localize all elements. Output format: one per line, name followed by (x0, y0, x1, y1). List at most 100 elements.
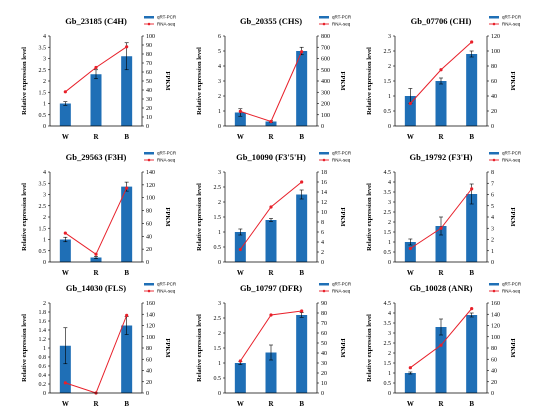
legend-swatch-marker (492, 22, 496, 26)
x-tick-label: W (62, 400, 69, 407)
y-tick-label: 2 (218, 331, 221, 337)
bar-B (296, 194, 308, 262)
y2-tick-label: 120 (146, 324, 155, 330)
y-axis-label: Relative expression level (196, 47, 203, 115)
y2-axis-label: FPKM (164, 207, 171, 226)
legend-label-line: RNA-seq (332, 289, 351, 294)
x-tick-label: W (407, 133, 414, 141)
bar-W (234, 363, 246, 393)
bar-R (435, 226, 447, 262)
legend-swatch-bar (144, 152, 154, 155)
y2-axis-label: FPKM (339, 71, 346, 90)
line-point-W (238, 247, 242, 252)
line-point-B (300, 309, 304, 313)
bar-R (435, 81, 447, 126)
y2-tick-label: 0 (321, 391, 324, 397)
y-tick-label: 1.5 (214, 215, 222, 221)
chart-title: Gb_23185 (C4H) (65, 16, 127, 26)
y2-tick-label: 40 (146, 88, 152, 94)
line-point-R (439, 68, 443, 72)
y-tick-label: 1.4 (39, 328, 47, 334)
line-point-W (238, 359, 242, 363)
legend-swatch-bar (319, 283, 329, 286)
legend-label-bar: qRT-PCR (157, 282, 177, 287)
chart-panel-3: Gb_07706 (CHI) qRT-PCR RNA-seq 0 0.5 1 1.5 2 2.5… (366, 15, 522, 142)
y2-tick-label: 14 (321, 190, 327, 196)
legend-swatch-bar (144, 16, 154, 19)
legend-label-bar: qRT-PCR (502, 15, 522, 20)
y2-tick-label: 120 (491, 324, 500, 330)
line-point-W (63, 381, 67, 385)
line-series (65, 187, 128, 256)
y2-tick-label: 700 (321, 45, 330, 51)
y2-tick-label: 3 (491, 226, 494, 232)
y-tick-label: 4.5 (384, 170, 392, 176)
y2-tick-label: 0 (146, 124, 149, 130)
bar-B (466, 54, 478, 126)
chart-title: Gb_10797 (DFR) (240, 283, 302, 293)
y-tick-label: 4 (388, 311, 391, 317)
y2-tick-label: 6 (321, 230, 324, 236)
y2-tick-label: 40 (146, 234, 152, 240)
legend-swatch-bar (319, 16, 329, 19)
bar-W (59, 345, 71, 393)
line-point-B (300, 50, 304, 54)
y2-tick-label: 6 (491, 193, 494, 199)
x-tick-label: B (124, 400, 129, 407)
legend-label-line: RNA-seq (502, 158, 521, 163)
y-tick-label: 1.5 (384, 361, 392, 367)
line-point-B (125, 45, 129, 49)
y2-tick-label: 70 (146, 61, 152, 67)
y2-tick-label: 600 (321, 57, 330, 63)
chart-panel-2: Gb_20355 (CHS) qRT-PCR RNA-seq 0 1 2 3 4 5 6 0 100 2… (196, 15, 352, 142)
y-tick-label: 0 (218, 260, 221, 266)
y2-tick-label: 80 (491, 346, 497, 352)
x-tick-label: R (93, 133, 99, 141)
y-tick-label: 0.5 (214, 245, 222, 251)
line-point-R (269, 205, 273, 209)
y-tick-label: 2 (43, 301, 46, 307)
y-tick-label: 1 (43, 346, 46, 352)
y-tick-label: 0 (388, 260, 391, 266)
y-tick-label: 1.5 (39, 226, 47, 232)
legend-label-bar: qRT-PCR (502, 282, 522, 287)
x-tick-label: B (299, 269, 304, 277)
bar-R (265, 352, 277, 393)
y2-tick-label: 100 (146, 34, 155, 40)
y2-tick-label: 20 (321, 371, 327, 377)
bar-B (466, 194, 478, 262)
y2-tick-label: 80 (146, 346, 152, 352)
y2-tick-label: 160 (491, 301, 500, 307)
y2-tick-label: 2 (491, 238, 494, 244)
y2-tick-label: 0 (321, 260, 324, 266)
y2-tick-label: 100 (491, 335, 500, 341)
line-point-B (470, 40, 474, 44)
y2-tick-label: 12 (321, 200, 327, 206)
chart-panel-9: Gb_10028 (ANR) qRT-PCR RNA-seq 0 0.5 1 1.5 2 2.5… (366, 282, 522, 407)
y2-tick-label: 50 (146, 79, 152, 85)
legend-swatch-bar (319, 152, 329, 155)
line-point-R (269, 313, 273, 317)
bar-B (121, 56, 133, 126)
bar-R (265, 220, 277, 262)
y2-tick-label: 100 (321, 113, 330, 119)
legend-label-line: RNA-seq (332, 158, 351, 163)
y-tick-label: 2.5 (384, 210, 392, 216)
y2-tick-label: 0 (491, 260, 494, 266)
y2-tick-label: 50 (321, 341, 327, 347)
y-tick-label: 3 (218, 170, 221, 176)
y-tick-label: 2.5 (39, 68, 47, 74)
x-tick-label: R (268, 400, 274, 407)
x-tick-label: B (124, 269, 129, 277)
legend-label-line: RNA-seq (157, 289, 176, 294)
y-tick-label: 0 (388, 124, 391, 130)
legend-swatch-bar (489, 152, 499, 155)
line-point-R (439, 226, 443, 230)
bar-W (404, 373, 416, 393)
x-tick-label: R (438, 400, 444, 407)
y-tick-label: 3 (388, 331, 391, 337)
y2-tick-label: 400 (321, 79, 330, 85)
legend-label-line: RNA-seq (332, 22, 351, 27)
y2-tick-label: 140 (146, 312, 155, 318)
y-tick-label: 1.6 (39, 319, 47, 325)
